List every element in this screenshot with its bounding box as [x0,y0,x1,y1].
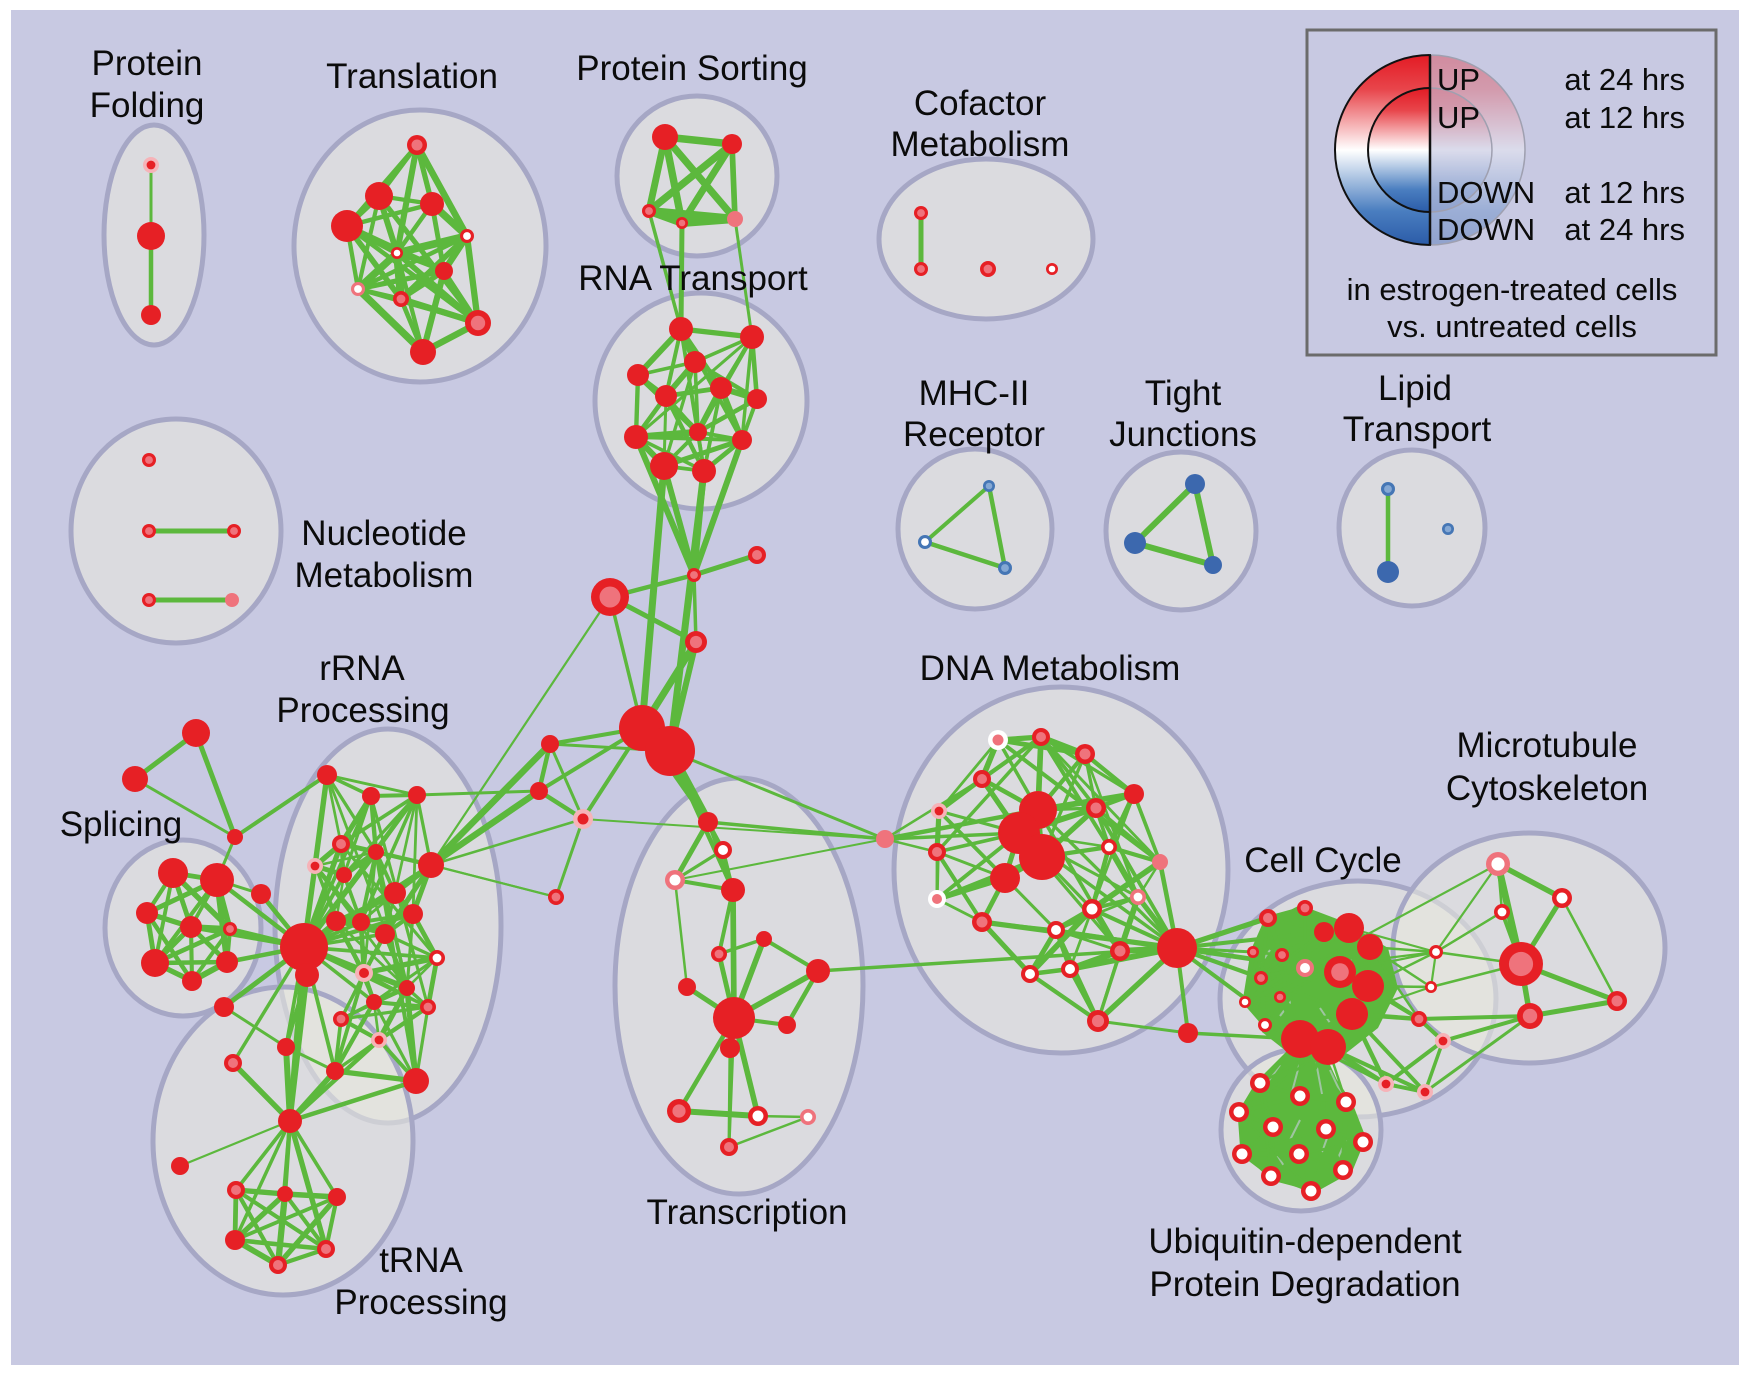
svg-text:DNA Metabolism: DNA Metabolism [920,649,1181,688]
svg-text:MHC-II: MHC-II [919,374,1030,413]
svg-text:Nucleotide: Nucleotide [301,514,466,553]
svg-text:Cytoskeleton: Cytoskeleton [1446,769,1648,808]
svg-text:Processing: Processing [334,1283,507,1322]
svg-text:Ubiquitin-dependent: Ubiquitin-dependent [1148,1222,1462,1261]
svg-text:Receptor: Receptor [903,415,1045,454]
svg-text:at 12 hrs: at 12 hrs [1564,175,1685,210]
svg-text:rRNA: rRNA [319,649,405,688]
svg-text:at 24 hrs: at 24 hrs [1564,62,1685,97]
svg-text:Processing: Processing [276,691,449,730]
svg-text:Folding: Folding [90,86,205,125]
svg-text:Splicing: Splicing [60,805,183,844]
svg-text:RNA Transport: RNA Transport [578,259,808,298]
svg-text:DOWN: DOWN [1437,212,1535,247]
svg-text:Tight: Tight [1145,374,1222,413]
svg-text:at 12 hrs: at 12 hrs [1564,100,1685,135]
svg-text:vs. untreated cells: vs. untreated cells [1387,309,1637,344]
svg-text:Protein: Protein [92,44,203,83]
svg-text:Protein Sorting: Protein Sorting [576,49,808,88]
svg-text:Lipid: Lipid [1378,369,1452,408]
svg-text:Junctions: Junctions [1109,415,1257,454]
svg-text:DOWN: DOWN [1437,175,1535,210]
svg-text:UP: UP [1437,100,1480,135]
svg-text:at 24 hrs: at 24 hrs [1564,212,1685,247]
svg-text:Cell Cycle: Cell Cycle [1244,841,1402,880]
svg-text:Transcription: Transcription [647,1193,848,1232]
svg-text:in estrogen-treated cells: in estrogen-treated cells [1347,272,1678,307]
svg-text:Microtubule: Microtubule [1457,726,1638,765]
svg-text:Transport: Transport [1343,410,1492,449]
svg-text:Cofactor: Cofactor [914,84,1047,123]
svg-text:Metabolism: Metabolism [295,556,474,595]
svg-text:UP: UP [1437,62,1480,97]
svg-text:tRNA: tRNA [379,1241,463,1280]
svg-text:Protein Degradation: Protein Degradation [1149,1265,1460,1304]
svg-text:Metabolism: Metabolism [891,125,1070,164]
svg-text:Translation: Translation [326,57,498,96]
